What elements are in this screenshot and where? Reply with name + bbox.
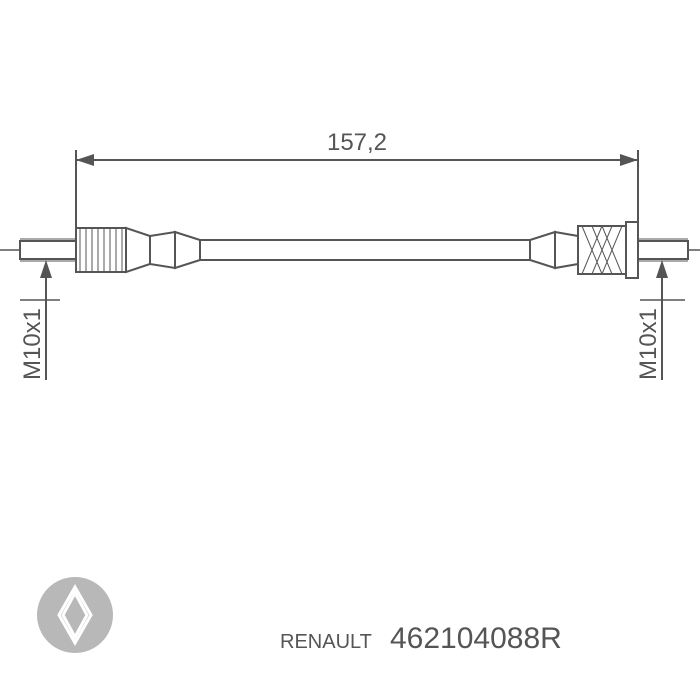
dimension-line-group: 157,2: [76, 129, 638, 230]
renault-logo: [37, 577, 113, 653]
thread-label-right-group: M10x1: [635, 260, 685, 380]
part-number: 462104088R: [390, 622, 562, 655]
technical-diagram: 157,2: [0, 0, 700, 700]
thread-label-right: M10x1: [635, 308, 662, 380]
thread-label-left-group: M10x1: [19, 260, 60, 380]
thread-label-left: M10x1: [19, 308, 46, 380]
dimension-value: 157,2: [327, 129, 387, 156]
diagram-svg: 157,2: [0, 0, 700, 700]
hose-body: [200, 240, 530, 260]
brand-label: RENAULT: [280, 631, 372, 653]
